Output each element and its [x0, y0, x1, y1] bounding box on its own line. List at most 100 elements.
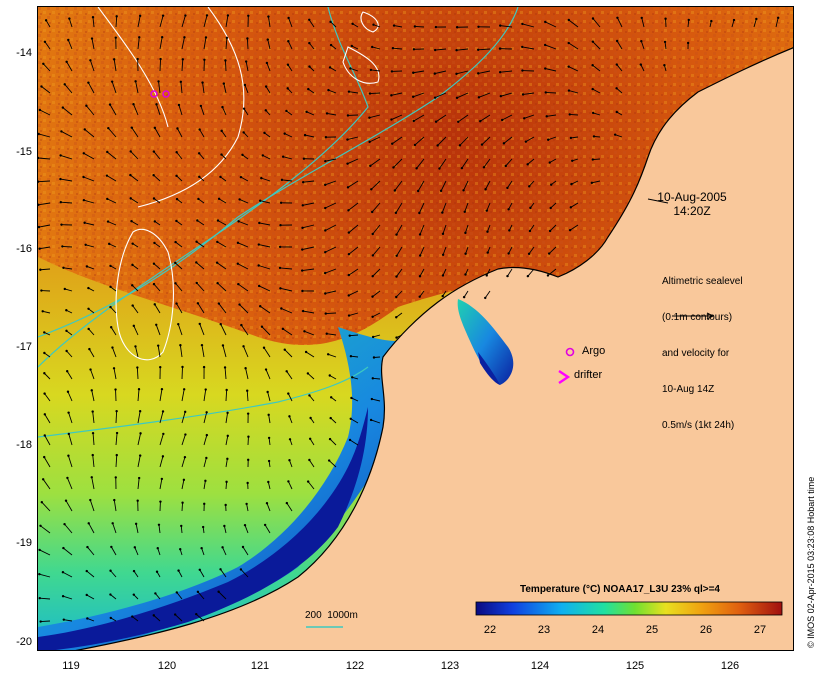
velocity-arrowhead — [265, 61, 269, 65]
x-tick-label: 120 — [157, 660, 177, 672]
velocity-arrowhead — [243, 523, 247, 527]
velocity-arrowhead — [62, 266, 65, 269]
velocity-arrowhead — [241, 153, 244, 157]
velocity-arrow — [419, 268, 425, 277]
velocity-arrowhead — [136, 57, 139, 61]
velocity-arrow — [112, 347, 117, 358]
velocity-arrow — [616, 40, 623, 50]
velocity-arrow — [349, 439, 359, 446]
velocity-arrow — [267, 39, 271, 50]
velocity-arrowhead — [112, 367, 116, 370]
velocity-arrow — [325, 312, 337, 315]
velocity-arrow — [395, 290, 403, 298]
velocity-arrowhead — [138, 454, 142, 457]
velocity-arrow — [372, 224, 381, 235]
velocity-arrowhead — [43, 40, 47, 43]
argo-legend-icon — [565, 347, 575, 357]
velocity-arrowhead — [226, 411, 229, 415]
velocity-arrow — [370, 158, 381, 167]
isobath-legend-label: 200 1000m — [305, 610, 358, 621]
velocity-arrow — [154, 127, 161, 138]
velocity-arrowhead — [567, 65, 570, 68]
velocity-arrow — [91, 477, 95, 490]
velocity-arrowhead — [776, 16, 780, 20]
velocity-arrow — [528, 246, 535, 255]
velocity-arrowhead — [246, 389, 249, 392]
velocity-arrowhead — [197, 152, 201, 155]
velocity-arrow — [413, 114, 425, 122]
velocity-arrow — [615, 134, 623, 138]
datetime-time: 14:20Z — [673, 204, 711, 218]
velocity-arrow — [109, 243, 117, 248]
velocity-arrow — [87, 546, 95, 556]
velocity-arrow — [40, 525, 51, 534]
velocity-arrowhead — [301, 226, 304, 230]
velocity-arrowhead — [131, 615, 134, 618]
velocity-arrow — [262, 155, 271, 160]
velocity-arrowhead — [198, 322, 201, 326]
velocity-arrow — [109, 104, 117, 116]
velocity-arrowhead — [67, 38, 70, 42]
velocity-arrow — [92, 411, 95, 424]
velocity-arrow — [288, 481, 293, 490]
velocity-arrowhead — [281, 155, 285, 158]
velocity-arrowhead — [368, 92, 372, 95]
velocity-arrowhead — [568, 228, 572, 232]
velocity-arrow — [176, 151, 183, 160]
velocity-arrow — [347, 158, 359, 165]
velocity-arrowhead — [395, 233, 398, 236]
sst-coastal-cold — [38, 407, 368, 650]
velocity-arrow — [153, 615, 161, 622]
velocity-arrowhead — [615, 87, 618, 90]
velocity-arrowhead — [205, 14, 209, 17]
velocity-arrow — [592, 64, 601, 72]
velocity-arrowhead — [85, 265, 89, 268]
velocity-arrowhead — [287, 392, 290, 395]
velocity-arrow — [218, 198, 227, 204]
velocity-arrowhead — [42, 62, 45, 65]
velocity-arrowhead — [550, 183, 553, 186]
velocity-arrowhead — [245, 502, 248, 506]
velocity-arrow — [67, 455, 73, 468]
velocity-arrow — [548, 246, 557, 254]
velocity-arrowhead — [38, 572, 41, 576]
velocity-arrowhead — [477, 96, 481, 99]
velocity-arrow — [456, 92, 469, 99]
velocity-arrowhead — [263, 131, 266, 135]
velocity-arrowhead — [200, 343, 204, 347]
velocity-arrowhead — [329, 396, 333, 399]
velocity-arrow — [225, 412, 229, 424]
velocity-arrowhead — [287, 16, 290, 20]
velocity-arrow — [83, 199, 95, 204]
velocity-arrowhead — [391, 46, 395, 50]
velocity-arrowhead — [217, 197, 221, 201]
velocity-arrowhead — [129, 150, 132, 153]
velocity-arrow — [39, 597, 51, 600]
velocity-arrowhead — [43, 434, 46, 437]
velocity-arrow — [245, 368, 249, 380]
velocity-arrowhead — [114, 476, 117, 479]
velocity-arrow — [350, 418, 359, 424]
velocity-arrow — [753, 18, 757, 28]
velocity-arrow — [86, 105, 95, 116]
velocity-arrowhead — [67, 432, 71, 436]
velocity-arrow — [267, 391, 271, 402]
velocity-arrowhead — [301, 181, 305, 184]
velocity-arrow — [348, 246, 359, 255]
velocity-arrow — [106, 151, 117, 160]
velocity-arrowhead — [131, 263, 134, 267]
velocity-arrow — [266, 503, 271, 512]
velocity-arrowhead — [107, 126, 110, 130]
velocity-arrowhead — [663, 63, 666, 67]
colorbar-tick: 26 — [699, 624, 713, 636]
velocity-arrow — [110, 306, 117, 314]
velocity-arrowhead — [486, 251, 489, 254]
velocity-arrowhead — [175, 219, 178, 223]
velocity-arrowhead — [205, 411, 208, 414]
velocity-arrowhead — [548, 229, 552, 233]
velocity-arrowhead — [301, 289, 304, 293]
velocity-arrow — [258, 244, 271, 248]
velocity-arrowhead — [521, 22, 524, 26]
velocity-arrowhead — [288, 415, 291, 418]
velocity-arrowhead — [106, 197, 109, 201]
